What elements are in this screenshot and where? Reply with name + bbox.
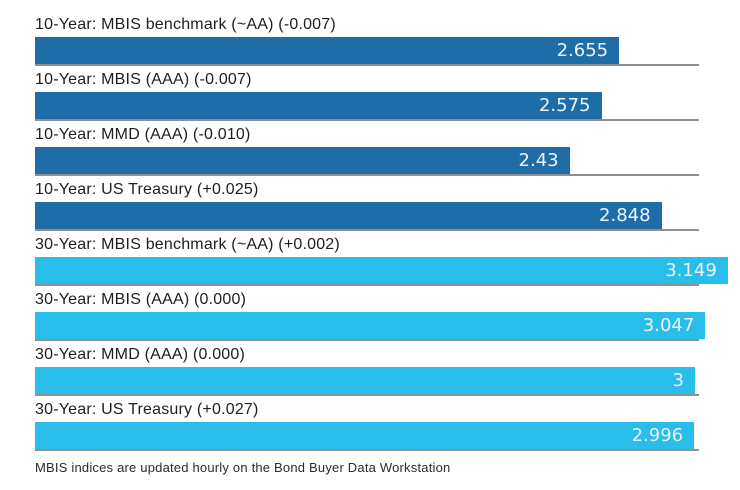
bar: 2.575 <box>35 92 602 119</box>
axis-baseline: 3.149 <box>35 257 728 286</box>
chart-rows: 10-Year: MBIS benchmark (~AA) (-0.007) 2… <box>35 15 740 451</box>
bar-value-label: 2.43 <box>518 149 559 171</box>
bar-category-label: 10-Year: MBIS (AAA) (-0.007) <box>35 71 252 88</box>
axis-baseline: 3.047 <box>35 312 706 341</box>
bar-category-label: 10-Year: US Treasury (+0.025) <box>35 181 259 198</box>
bar-value-label: 2.575 <box>538 94 591 116</box>
chart-row: 30-Year: MBIS benchmark (~AA) (+0.002) 3… <box>35 235 740 286</box>
bar: 2.43 <box>35 147 570 174</box>
bar-value-label: 3.149 <box>665 259 717 281</box>
bar: 2.848 <box>35 202 662 229</box>
chart-row: 30-Year: MBIS (AAA) (0.000) 3.047 <box>35 290 740 341</box>
bar: 2.996 <box>35 422 695 449</box>
bar-value-label: 3 <box>672 369 684 391</box>
axis-baseline: 2.575 <box>35 92 699 121</box>
bar-category-label: 30-Year: US Treasury (+0.027) <box>35 401 259 418</box>
chart-footnote: MBIS indices are updated hourly on the B… <box>35 460 451 475</box>
chart-row: 10-Year: MMD (AAA) (-0.010) 2.43 <box>35 125 740 176</box>
bar: 3 <box>35 367 695 394</box>
yield-bar-chart: 10-Year: MBIS benchmark (~AA) (-0.007) 2… <box>35 15 740 475</box>
chart-row: 30-Year: US Treasury (+0.027) 2.996 <box>35 400 740 451</box>
bar: 3.047 <box>35 312 706 339</box>
bar-category-label: 10-Year: MBIS benchmark (~AA) (-0.007) <box>35 16 336 33</box>
bar-value-label: 3.047 <box>642 314 695 336</box>
chart-row: 10-Year: MBIS (AAA) (-0.007) 2.575 <box>35 70 740 121</box>
axis-baseline: 2.655 <box>35 37 699 66</box>
axis-baseline: 3 <box>35 367 699 396</box>
axis-baseline: 2.848 <box>35 202 699 231</box>
bar-category-label: 30-Year: MBIS (AAA) (0.000) <box>35 291 247 308</box>
bar-category-label: 10-Year: MMD (AAA) (-0.010) <box>35 126 251 143</box>
bar: 2.655 <box>35 37 620 64</box>
bar-value-label: 2.848 <box>599 204 651 226</box>
axis-baseline: 2.996 <box>35 422 699 451</box>
chart-row: 10-Year: MBIS benchmark (~AA) (-0.007) 2… <box>35 15 740 66</box>
bar-category-label: 30-Year: MMD (AAA) (0.000) <box>35 346 246 363</box>
bar-category-label: 30-Year: MBIS benchmark (~AA) (+0.002) <box>35 236 340 253</box>
bar: 3.149 <box>35 257 728 284</box>
bar-value-label: 2.996 <box>631 424 684 446</box>
chart-row: 30-Year: MMD (AAA) (0.000) 3 <box>35 345 740 396</box>
axis-baseline: 2.43 <box>35 147 699 176</box>
bar-value-label: 2.655 <box>556 39 609 61</box>
chart-row: 10-Year: US Treasury (+0.025) 2.848 <box>35 180 740 231</box>
